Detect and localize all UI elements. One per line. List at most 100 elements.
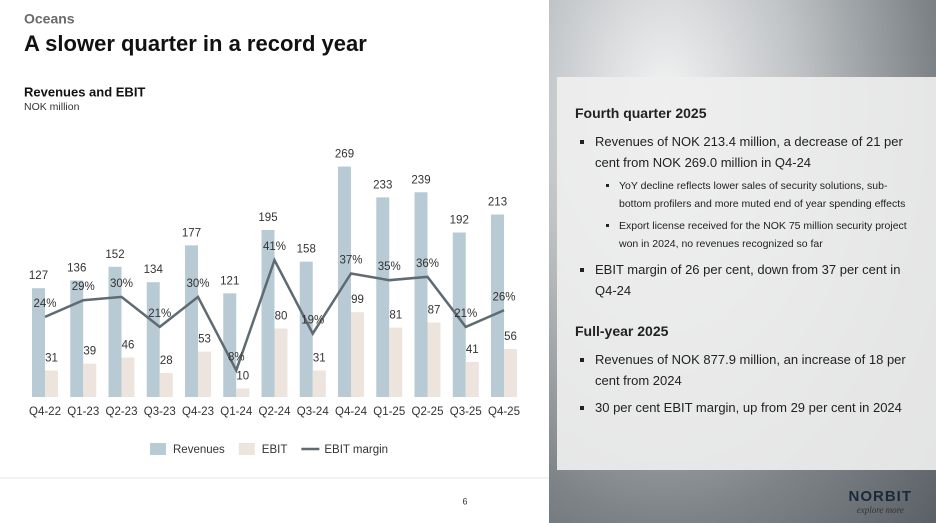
bar-label: 195 (258, 212, 277, 224)
bar-label: 127 (29, 270, 48, 282)
bar (274, 328, 288, 397)
bar-label: 39 (83, 346, 96, 358)
bar (414, 192, 428, 397)
bar-label: 233 (373, 179, 392, 191)
x-tick-label: Q4-25 (488, 406, 520, 418)
bar-label: 10 (236, 370, 249, 382)
bar (312, 370, 326, 397)
section-heading: Full-year 2025 (575, 323, 669, 339)
margin-label: 26% (492, 291, 515, 303)
sub-bullet: Export license received for the NOK 75 m… (619, 217, 916, 253)
bar (223, 293, 237, 397)
bar-label: 28 (160, 355, 173, 367)
bar-label: 80 (275, 310, 288, 322)
margin-label: 30% (110, 278, 133, 290)
bar-label: 177 (182, 227, 201, 239)
margin-label: 8% (228, 351, 245, 363)
margin-label: 29% (72, 281, 95, 293)
logo-tagline: explore more (856, 505, 904, 515)
bar (491, 214, 504, 397)
legend-swatch (238, 443, 255, 455)
x-tick-label: Q2-23 (106, 406, 138, 418)
x-tick-label: Q4-23 (182, 406, 214, 418)
bar-label: 99 (351, 294, 364, 306)
x-tick-label: Q4-24 (335, 406, 368, 418)
bar (108, 266, 122, 397)
x-tick-label: Q1-25 (373, 406, 405, 418)
panel-section: Full-year 2025 Revenues of NOK 877.9 mill… (575, 323, 916, 418)
bar (427, 322, 441, 397)
bar (45, 370, 58, 397)
bar-label: 239 (411, 174, 430, 186)
bar (121, 357, 135, 397)
bar-label: 46 (122, 340, 135, 352)
bar (159, 373, 173, 397)
bar-label: 31 (45, 352, 58, 364)
bar (299, 261, 313, 397)
bar (198, 351, 211, 397)
bullet: EBIT margin of 26 per cent, down from 37… (595, 259, 916, 301)
logo: NORBIT explore more (849, 488, 913, 515)
bullet: Revenues of NOK 213.4 million, a decreas… (595, 131, 916, 253)
x-tick-label: Q1-23 (67, 406, 99, 418)
legend-label: EBIT margin (324, 444, 388, 456)
bar (376, 197, 390, 397)
bullet: Revenues of NOK 877.9 million, an increa… (595, 349, 916, 391)
bar-label: 81 (389, 310, 402, 322)
chart-subtitle: NOK million (24, 101, 80, 113)
bar-label: 136 (67, 263, 86, 275)
bar-label: 134 (144, 264, 164, 276)
bar-label: 158 (297, 244, 316, 256)
bar (83, 363, 97, 397)
slide-title: A slower quarter in a record year (24, 31, 367, 56)
x-tick-label: Q3-24 (297, 406, 330, 418)
bar-label: 152 (105, 249, 124, 261)
margin-label: 37% (339, 255, 362, 267)
bar-label: 121 (220, 275, 239, 287)
x-tick-label: Q2-25 (412, 406, 444, 418)
legend-label: Revenues (173, 444, 225, 456)
margin-label: 36% (416, 258, 439, 270)
section-label: Oceans (24, 11, 75, 27)
margin-label: 30% (186, 278, 209, 290)
bullet: 30 per cent EBIT margin, up from 29 per … (595, 397, 916, 418)
bullet-list: Revenues of NOK 213.4 million, a decreas… (575, 131, 916, 301)
sub-bullet: YoY decline reflects lower sales of secu… (619, 177, 916, 213)
section-heading: Fourth quarter 2025 (575, 105, 707, 121)
bar-label: 269 (335, 149, 354, 161)
x-tick-label: Q3-25 (450, 406, 482, 418)
margin-label: 35% (378, 261, 401, 273)
margin-label: 24% (33, 298, 56, 310)
x-tick-label: Q1-24 (220, 406, 253, 418)
bar (261, 229, 275, 397)
bar-label: 87 (428, 305, 441, 317)
bar (70, 280, 84, 397)
margin-label: 19% (301, 315, 324, 327)
bar-label: 31 (313, 352, 326, 364)
sub-bullet-list: YoY decline reflects lower sales of secu… (595, 177, 916, 253)
bar (452, 232, 466, 397)
bar (351, 312, 364, 397)
bar (146, 282, 160, 397)
x-tick-label: Q4-22 (29, 406, 61, 418)
x-tick-label: Q2-24 (259, 406, 292, 418)
margin-label: 41% (263, 241, 286, 253)
page-number: 6 (462, 496, 467, 506)
bar-label: 56 (504, 331, 517, 343)
logo-name: NORBIT (848, 488, 912, 505)
bar-label: 213 (488, 197, 507, 209)
text-panel: Fourth quarter 2025 Revenues of NOK 213.4… (557, 77, 936, 470)
legend-label: EBIT (262, 444, 288, 456)
panel-section: Fourth quarter 2025 Revenues of NOK 213.4… (575, 105, 916, 301)
bar-label: 192 (450, 215, 469, 227)
bar (389, 327, 403, 397)
x-tick-label: Q3-23 (144, 406, 176, 418)
chart-title: Revenues and EBIT (24, 84, 145, 99)
bar (236, 388, 250, 397)
bar (185, 245, 198, 397)
bar (465, 361, 479, 397)
chart: Oceans A slower quarter in a record year… (0, 11, 549, 506)
bar-label: 41 (466, 344, 479, 356)
bar (504, 349, 517, 397)
